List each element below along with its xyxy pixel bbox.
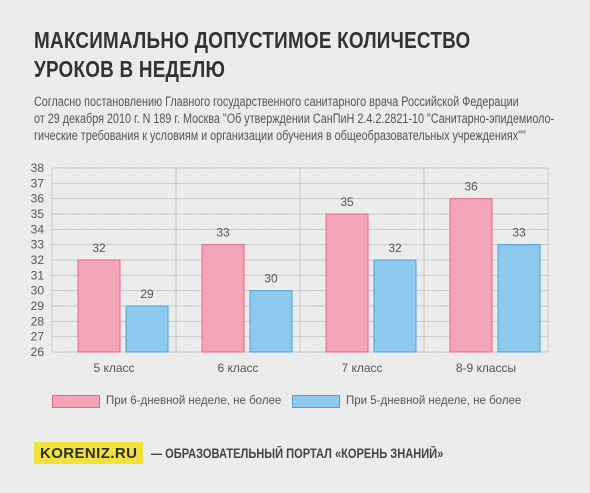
data-label: 35 xyxy=(340,195,354,209)
y-tick-label: 26 xyxy=(31,345,45,359)
y-tick-label: 33 xyxy=(31,238,45,252)
legend-label: При 6-дневной неделе, не более xyxy=(106,395,282,407)
bar-series-2 xyxy=(373,259,417,353)
y-tick-label: 34 xyxy=(31,222,45,236)
x-tick-label: 7 класс xyxy=(341,361,382,375)
data-label: 32 xyxy=(388,241,402,255)
footer: KORENIZ.RU — ОБРАЗОВАТЕЛЬНЫЙ ПОРТАЛ «КОР… xyxy=(34,442,508,464)
data-label: 36 xyxy=(464,180,478,194)
subtitle-line: гические требования к условиям и организ… xyxy=(34,128,526,143)
y-tick-label: 30 xyxy=(31,284,45,298)
legend-label: При 5-дневной неделе, не более xyxy=(346,395,522,407)
chart-subtitle: Согласно постановлению Главного государс… xyxy=(34,93,562,144)
y-tick-label: 28 xyxy=(31,314,45,328)
data-label: 33 xyxy=(216,226,230,240)
bar-series-2 xyxy=(249,290,293,353)
title-line: МАКСИМАЛЬНО ДОПУСТИМОЕ КОЛИЧЕСТВО xyxy=(34,27,471,53)
y-tick-label: 37 xyxy=(31,176,45,190)
legend-swatch-blue xyxy=(292,394,340,408)
bar-series-1 xyxy=(77,259,121,353)
data-label: 32 xyxy=(92,241,106,255)
y-tick-label: 32 xyxy=(31,253,45,267)
subtitle-line: от 29 декабря 2010 г. N 189 г. Москва "О… xyxy=(34,111,555,126)
bar-series-1 xyxy=(201,244,245,353)
data-label: 29 xyxy=(140,287,154,301)
y-tick-label: 36 xyxy=(31,192,45,206)
y-tick-label: 29 xyxy=(31,299,45,313)
legend-swatch-pink xyxy=(52,394,100,408)
subtitle-line: Согласно постановлению Главного государс… xyxy=(34,94,519,109)
x-tick-label: 6 класс xyxy=(217,361,258,375)
title-line: УРОКОВ В НЕДЕЛЮ xyxy=(34,56,226,82)
legend-item-series-2: При 5-дневной неделе, не более xyxy=(292,394,521,408)
y-tick-label: 35 xyxy=(31,207,45,221)
data-label: 33 xyxy=(512,226,526,240)
brand-logo[interactable]: KORENIZ.RU xyxy=(34,442,144,464)
legend-item-series-1: При 6-дневной неделе, не более xyxy=(52,394,281,408)
bar-series-2 xyxy=(497,244,541,353)
footer-text: — ОБРАЗОВАТЕЛЬНЫЙ ПОРТАЛ «КОРЕНЬ ЗНАНИЙ» xyxy=(151,445,444,461)
data-label: 30 xyxy=(264,272,278,286)
y-tick-label: 27 xyxy=(31,330,45,344)
bar-series-1 xyxy=(325,213,369,353)
chart-title: МАКСИМАЛЬНО ДОПУСТИМОЕ КОЛИЧЕСТВО УРОКОВ… xyxy=(34,26,477,84)
bar-series-2 xyxy=(125,305,169,353)
x-tick-label: 8-9 классы xyxy=(456,361,516,375)
bar-series-1 xyxy=(449,198,493,353)
y-tick-label: 31 xyxy=(31,268,45,282)
x-tick-label: 5 класс xyxy=(93,361,134,375)
y-tick-label: 38 xyxy=(31,161,45,175)
